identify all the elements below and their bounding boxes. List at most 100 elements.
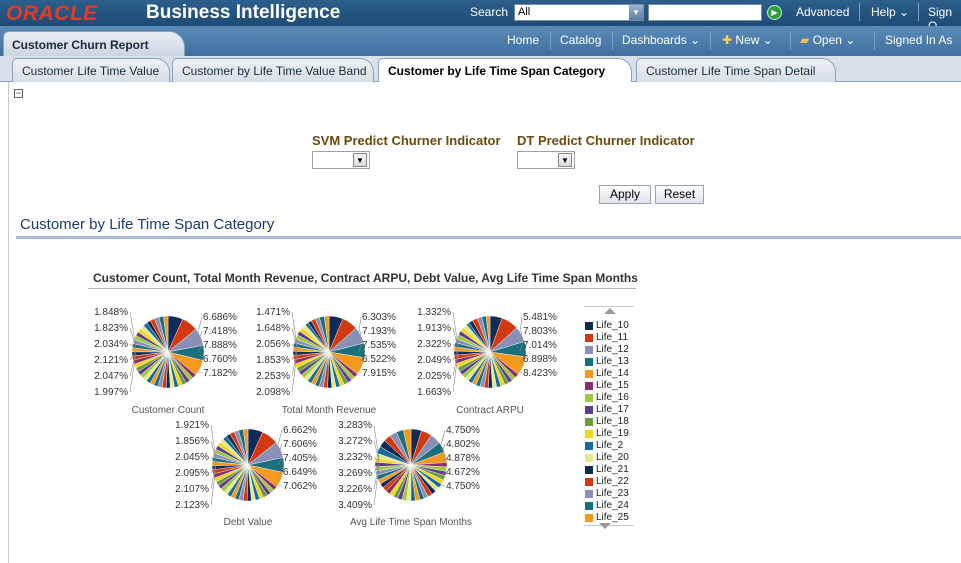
dashboards-menu[interactable]: Dashboards ⌄ (622, 33, 700, 47)
divider (874, 31, 875, 50)
label-leader (291, 350, 298, 361)
slice-label: 7.606% (283, 439, 317, 450)
legend-swatch (585, 370, 593, 378)
label-leader (291, 343, 298, 350)
product-title: Business Intelligence (146, 2, 341, 23)
divider (710, 31, 711, 50)
label-leader (129, 327, 137, 348)
label-leader (440, 471, 446, 476)
chevron-down-icon: ⌄ (762, 33, 773, 47)
search-scope-select[interactable]: All ▼ (514, 4, 644, 21)
search-scope-value: All (518, 6, 531, 18)
slice-label: 3.269% (338, 468, 372, 479)
slice-label: 7.193% (362, 326, 396, 337)
slice-label: 2.045% (175, 452, 209, 463)
slice-label: 1.332% (417, 307, 451, 318)
legend-label: Life_10 (596, 320, 629, 331)
chart-title: Customer Count, Total Month Revenue, Con… (93, 271, 638, 285)
legend-swatch (585, 490, 593, 498)
label-leader (210, 464, 217, 490)
reset-button[interactable]: Reset (655, 185, 704, 204)
label-leader (291, 353, 298, 393)
new-label: New (735, 33, 760, 47)
collapse-icon[interactable]: − (14, 88, 23, 98)
folder-icon: ▰ (800, 33, 810, 47)
open-menu[interactable]: ▰ Open ⌄ (800, 33, 855, 47)
global-header (0, 0, 961, 26)
label-leader (452, 327, 459, 348)
slice-label: 7.915% (362, 368, 396, 379)
pie-slice[interactable] (324, 315, 330, 353)
label-leader (452, 343, 459, 350)
chevron-down-icon[interactable]: ▼ (353, 153, 367, 167)
signed-in-as-menu[interactable]: Signed In As (885, 33, 953, 47)
slice-label: 2.107% (175, 484, 209, 495)
slice-label: 1.663% (417, 387, 451, 398)
slice-label: 3.272% (338, 436, 372, 447)
legend-swatch (585, 514, 593, 522)
svm-prompt-select[interactable]: ▼ (312, 151, 370, 169)
slice-label: 2.025% (417, 371, 451, 382)
search-go-icon[interactable]: ▶ (767, 5, 782, 20)
pie-slice[interactable] (403, 428, 412, 466)
svm-prompt-label: SVM Predict Churner Indicator (312, 133, 501, 148)
slice-label: 2.034% (94, 339, 128, 350)
slice-label: 1.823% (94, 323, 128, 334)
label-leader (519, 358, 523, 363)
legend-swatch (585, 394, 593, 402)
apply-button[interactable]: Apply (599, 185, 651, 204)
legend-swatch (585, 442, 593, 450)
dt-prompt-select[interactable]: ▼ (517, 151, 575, 169)
dashboard-tab[interactable]: Customer Churn Report (3, 31, 185, 56)
legend-swatch (585, 322, 593, 330)
chevron-down-icon[interactable]: ▼ (558, 153, 572, 167)
tab-customer-by-life-time-span-category[interactable]: Customer by Life Time Span Category (378, 58, 632, 83)
chevron-down-icon: ⌄ (899, 5, 910, 19)
label-leader (358, 316, 362, 333)
slice-label: 3.283% (338, 420, 372, 431)
pie-slice[interactable] (242, 428, 249, 466)
label-leader (197, 358, 203, 363)
legend-label: Life_18 (596, 416, 629, 427)
tab-customer-life-time-span-detail[interactable]: Customer Life Time Span Detail (636, 58, 836, 82)
label-leader (452, 350, 459, 361)
slice-label: 2.253% (256, 371, 290, 382)
search-input[interactable] (648, 4, 762, 21)
pie-caption: Debt Value (224, 517, 273, 528)
legend-scroll-down-icon[interactable] (599, 523, 611, 529)
legend-label: Life_19 (596, 428, 629, 439)
label-leader (129, 343, 137, 350)
legend-label: Life_22 (596, 476, 629, 487)
slice-label: 7.405% (283, 453, 317, 464)
pie-slice[interactable] (486, 315, 491, 353)
help-menu[interactable]: Help ⌄ (871, 5, 909, 19)
label-leader (129, 311, 137, 347)
advanced-link[interactable]: Advanced (796, 5, 850, 19)
search-label: Search (470, 5, 509, 19)
slice-label: 2.322% (417, 339, 451, 350)
legend-scroll-up-icon[interactable] (604, 308, 616, 314)
catalog-link[interactable]: Catalog (560, 33, 602, 47)
tab-customer-by-life-time-value-band[interactable]: Customer by Life Time Value Band (172, 58, 374, 82)
legend-swatch (585, 346, 593, 354)
legend-swatch (585, 418, 593, 426)
slice-label: 7.803% (523, 326, 557, 337)
slice-label: 3.226% (338, 484, 372, 495)
label-leader (197, 371, 203, 374)
legend-label: Life_13 (596, 356, 629, 367)
new-menu[interactable]: ✚ New ⌄ (722, 33, 773, 47)
label-leader (358, 358, 362, 363)
label-leader (452, 311, 459, 347)
home-link[interactable]: Home (507, 33, 540, 47)
slice-label: 6.686% (203, 312, 237, 323)
slice-label: 2.056% (256, 339, 290, 350)
slice-label: 4.750% (446, 481, 480, 492)
pie-slice[interactable] (163, 315, 169, 353)
label-leader (519, 344, 523, 353)
slice-label: 1.853% (256, 355, 290, 366)
tab-customer-life-time-value[interactable]: Customer Life Time Value (12, 58, 170, 82)
legend-label: Life_21 (596, 464, 629, 475)
chevron-down-icon[interactable]: ▼ (629, 5, 643, 20)
slice-label: 2.095% (175, 468, 209, 479)
